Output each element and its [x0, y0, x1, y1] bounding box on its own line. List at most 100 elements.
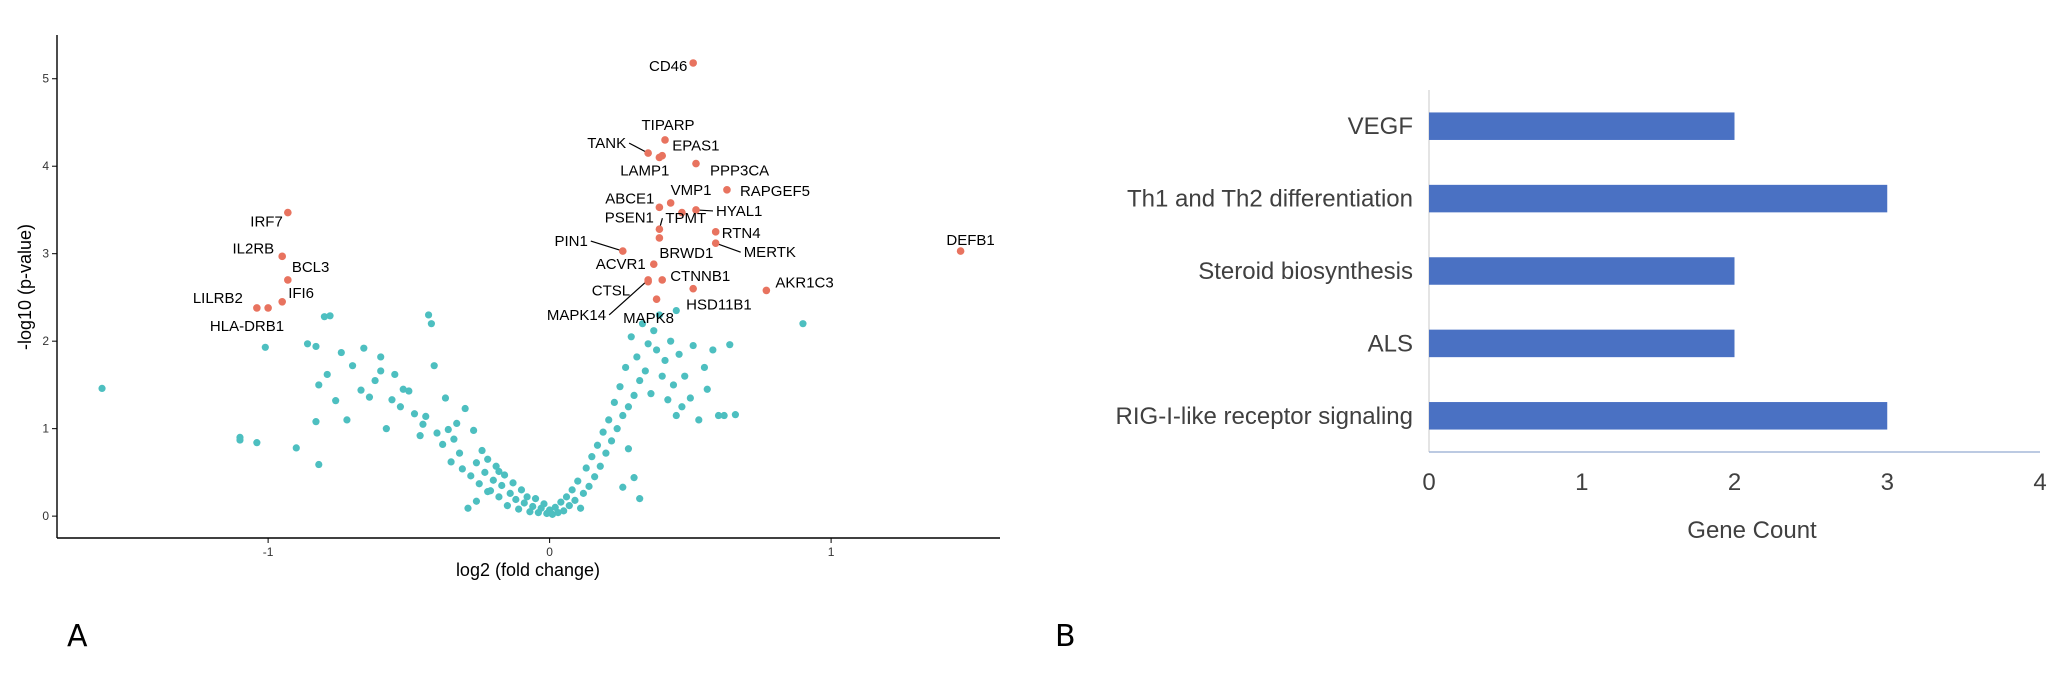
volcano-point: [424, 311, 433, 319]
volcano-point: [419, 420, 427, 428]
volcano-point: [571, 496, 579, 504]
volcano-x-tick-label: -1: [263, 545, 274, 559]
volcano-point: [630, 391, 638, 400]
volcano-point: [622, 363, 630, 372]
volcano-point: [726, 341, 734, 349]
volcano-point: [579, 489, 587, 497]
volcano-gene-label: TIPARP: [641, 117, 694, 134]
volcano-point: [348, 362, 357, 370]
volcano-significant-point: [619, 247, 627, 255]
volcano-point: [453, 419, 461, 428]
volcano-point: [647, 390, 655, 398]
volcano-point: [585, 482, 593, 490]
volcano-point: [636, 495, 644, 503]
volcano-y-tick-label: 3: [42, 247, 49, 261]
volcano-point: [315, 381, 323, 389]
volcano-gene-label: PIN1: [554, 233, 587, 250]
volcano-y-tick-label: 4: [42, 159, 49, 173]
panel-label-a: A: [67, 619, 88, 654]
volcano-point: [396, 403, 405, 411]
volcano-point: [799, 320, 807, 328]
bar-category-label: Th1 and Th2 differentiation: [1127, 186, 1413, 213]
volcano-point: [607, 437, 616, 445]
panel-label-b: B: [1055, 619, 1076, 654]
volcano-leader-line: [590, 240, 623, 252]
volcano-gene-label: HLA-DRB1: [210, 318, 284, 335]
volcano-gene-label: TANK: [587, 135, 626, 152]
bar-x-tick-label: 2: [1728, 469, 1741, 496]
volcano-point: [613, 425, 621, 433]
bar-x-axis-title: Gene Count: [1687, 517, 1817, 544]
volcano-point: [638, 320, 647, 328]
volcano-significant-point: [284, 208, 292, 217]
volcano-gene-label: RTN4: [722, 225, 761, 242]
volcano-significant-point: [655, 153, 664, 162]
volcano-point: [610, 398, 618, 407]
volcano-x-tick-label: 1: [828, 545, 835, 559]
volcano-point: [669, 381, 678, 389]
volcano-gene-label: CD46: [649, 58, 687, 75]
volcano-point: [509, 479, 517, 487]
volcano-gene-label: HSD11B1: [686, 297, 752, 314]
volcano-point: [478, 446, 486, 455]
volcano-gene-label: AKR1C3: [775, 274, 833, 291]
volcano-gene-label: MERTK: [744, 244, 796, 261]
volcano-point: [557, 498, 565, 506]
volcano-gene-label: MAPK14: [547, 307, 606, 324]
volcano-point: [360, 344, 368, 352]
volcano-gene-label: HYAL1: [716, 203, 762, 220]
volcano-point: [484, 455, 492, 463]
volcano-point: [529, 502, 537, 511]
bar-x-tick-label: 4: [2033, 469, 2046, 496]
volcano-point: [531, 495, 540, 503]
volcano-point: [655, 311, 663, 319]
volcano-point: [523, 493, 531, 501]
volcano-significant-point: [956, 247, 965, 255]
volcano-point: [633, 353, 641, 361]
volcano-point: [430, 362, 438, 370]
volcano-leader-line: [715, 242, 741, 253]
volcano-point: [365, 393, 374, 401]
volcano-point: [475, 480, 483, 488]
volcano-point: [472, 459, 481, 467]
bar-category-label: VEGF: [1348, 113, 1413, 140]
volcano-significant-point: [661, 136, 669, 144]
volcano-point: [447, 458, 455, 466]
volcano-point: [303, 340, 312, 348]
volcano-significant-point: [689, 59, 697, 67]
volcano-point: [467, 472, 475, 480]
volcano-gene-label: PPP3CA: [710, 163, 769, 180]
volcano-gene-label: BRWD1: [659, 245, 713, 262]
volcano-significant-points: [253, 59, 965, 312]
volcano-point: [548, 510, 557, 518]
volcano-point: [391, 370, 399, 379]
volcano-point: [320, 313, 329, 321]
volcano-y-tick-label: 1: [42, 422, 49, 436]
volcano-gene-label: ABCE1: [605, 190, 654, 207]
volcano-significant-point: [278, 252, 286, 261]
volcano-significant-point: [692, 206, 700, 214]
volcano-point: [661, 356, 669, 365]
bar-x-tick-label: 0: [1422, 469, 1435, 496]
volcano-significant-point: [652, 295, 661, 303]
volcano-point: [498, 481, 506, 490]
volcano-point: [568, 486, 576, 494]
volcano-significant-point: [723, 186, 731, 194]
volcano-point: [455, 449, 464, 457]
volcano-significant-point: [762, 286, 771, 295]
volcano-gene-label: IFI6: [288, 285, 314, 302]
volcano-significant-point: [689, 284, 697, 293]
volcano-point: [495, 493, 503, 501]
volcano-significant-point: [264, 304, 272, 312]
bar-x-ticks: 0 1 2 3 4: [1422, 469, 2046, 496]
volcano-significant-point: [278, 298, 286, 306]
volcano-point: [332, 397, 340, 405]
volcano-point: [520, 499, 528, 507]
pathway-bar-chart: VEGF Th1 and Th2 differentiation Steroid b…: [1055, 90, 2047, 654]
volcano-point: [312, 418, 320, 426]
volcano-point: [695, 416, 703, 424]
volcano-point: [554, 509, 562, 517]
volcano-point: [672, 306, 680, 315]
